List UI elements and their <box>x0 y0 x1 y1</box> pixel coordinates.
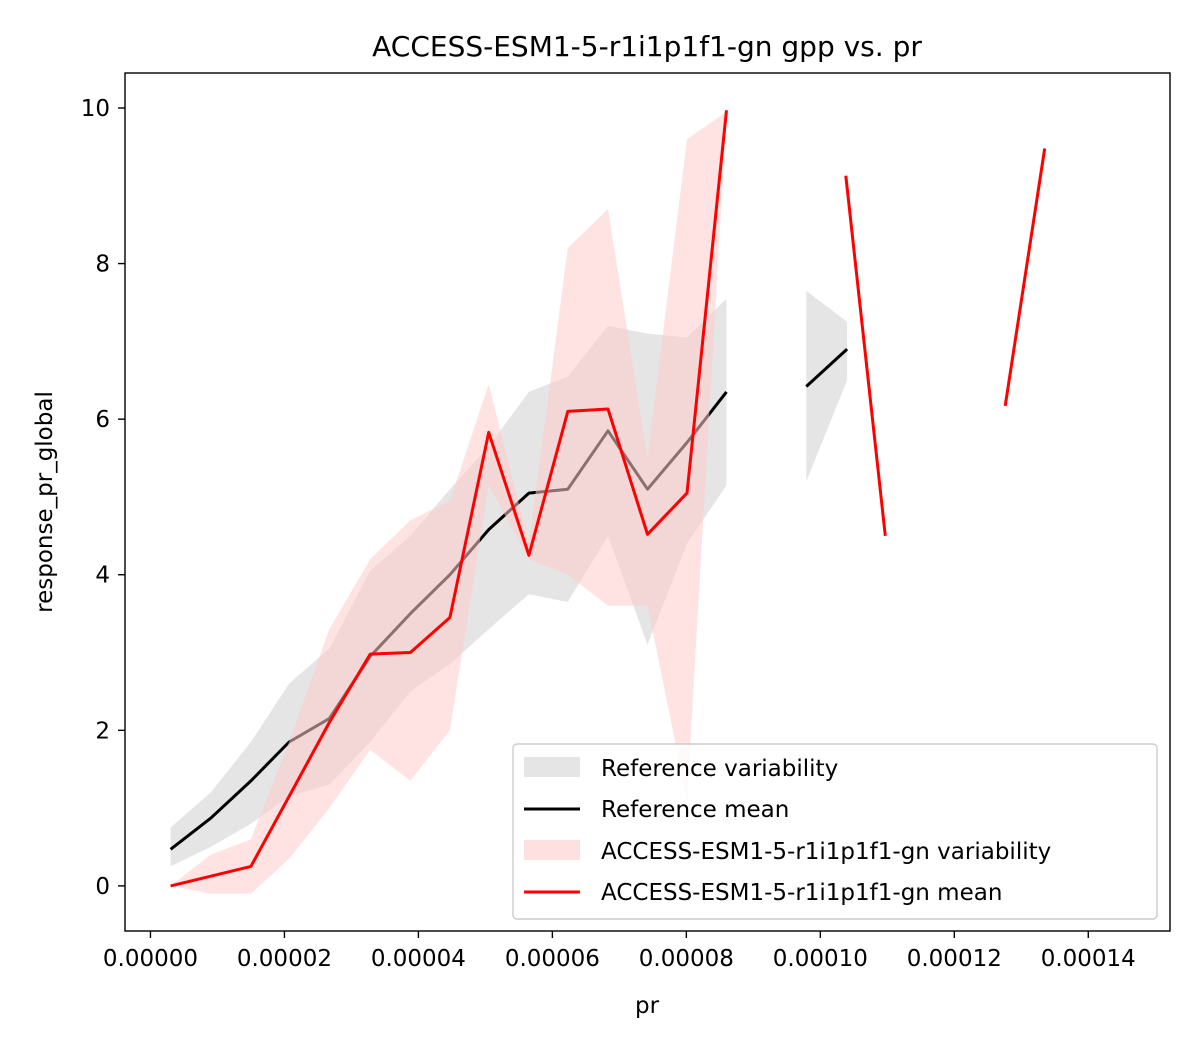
plot-area <box>169 110 1047 894</box>
band-reference-variability-1 <box>806 290 848 482</box>
legend-label-reference-mean: Reference mean <box>601 797 789 823</box>
x-axis-ticks: 0.00000 0.00002 0.00004 0.00006 0.00008 0.000… <box>103 931 1136 972</box>
legend-label-model-mean: ACCESS-ESM1-5-r1i1p1f1-gn mean <box>601 880 1002 906</box>
y-tick-label: 4 <box>95 563 110 589</box>
y-tick-label: 6 <box>95 407 110 433</box>
chart-title: ACCESS-ESM1-5-r1i1p1f1-gn gpp vs. pr <box>372 30 922 63</box>
legend-box <box>512 743 1158 920</box>
x-tick-label: 0.00010 <box>773 946 868 972</box>
line-reference-mean-1 <box>805 347 849 388</box>
y-tick-label: 2 <box>95 718 110 744</box>
axes-frame <box>124 72 1171 932</box>
legend-label-model-variability: ACCESS-ESM1-5-r1i1p1f1-gn variability <box>601 839 1051 865</box>
y-axis-ticks: 0 2 4 6 8 10 <box>81 96 125 900</box>
line-access-esm1-5-r1i1p1f1-gn-mean-2 <box>1003 148 1047 407</box>
legend: Reference variability Reference mean ACC… <box>512 743 1158 920</box>
y-tick-label: 10 <box>81 96 110 122</box>
x-tick-label: 0.00000 <box>103 946 198 972</box>
legend-label-reference-variability: Reference variability <box>601 756 838 782</box>
x-tick-label: 0.00014 <box>1041 946 1136 972</box>
y-tick-label: 0 <box>95 874 110 900</box>
line-access-esm1-5-r1i1p1f1-gn-mean-1 <box>844 175 887 536</box>
legend-swatch-model-variability <box>524 840 580 860</box>
x-axis-label: pr <box>635 993 660 1019</box>
x-tick-label: 0.00006 <box>505 946 600 972</box>
x-tick-label: 0.00004 <box>371 946 466 972</box>
y-axis-label: response_pr_global <box>32 391 58 613</box>
x-tick-label: 0.00008 <box>639 946 734 972</box>
legend-swatch-reference-variability <box>524 757 580 777</box>
x-tick-label: 0.00002 <box>237 946 332 972</box>
y-tick-label: 8 <box>95 252 110 278</box>
x-tick-label: 0.00012 <box>907 946 1002 972</box>
line-access-esm1-5-r1i1p1f1-gn-mean-0 <box>170 110 728 888</box>
band-access-esm1-5-r1i1p1f1-gn-variability-0 <box>170 111 727 894</box>
